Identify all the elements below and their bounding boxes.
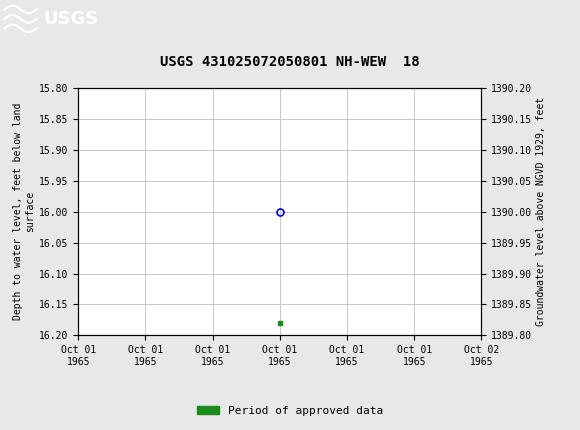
- Y-axis label: Groundwater level above NGVD 1929, feet: Groundwater level above NGVD 1929, feet: [536, 97, 546, 326]
- Text: USGS: USGS: [44, 10, 99, 28]
- Y-axis label: Depth to water level, feet below land
surface: Depth to water level, feet below land su…: [13, 103, 35, 320]
- Text: USGS 431025072050801 NH-WEW  18: USGS 431025072050801 NH-WEW 18: [160, 55, 420, 69]
- Legend: Period of approved data: Period of approved data: [193, 401, 387, 420]
